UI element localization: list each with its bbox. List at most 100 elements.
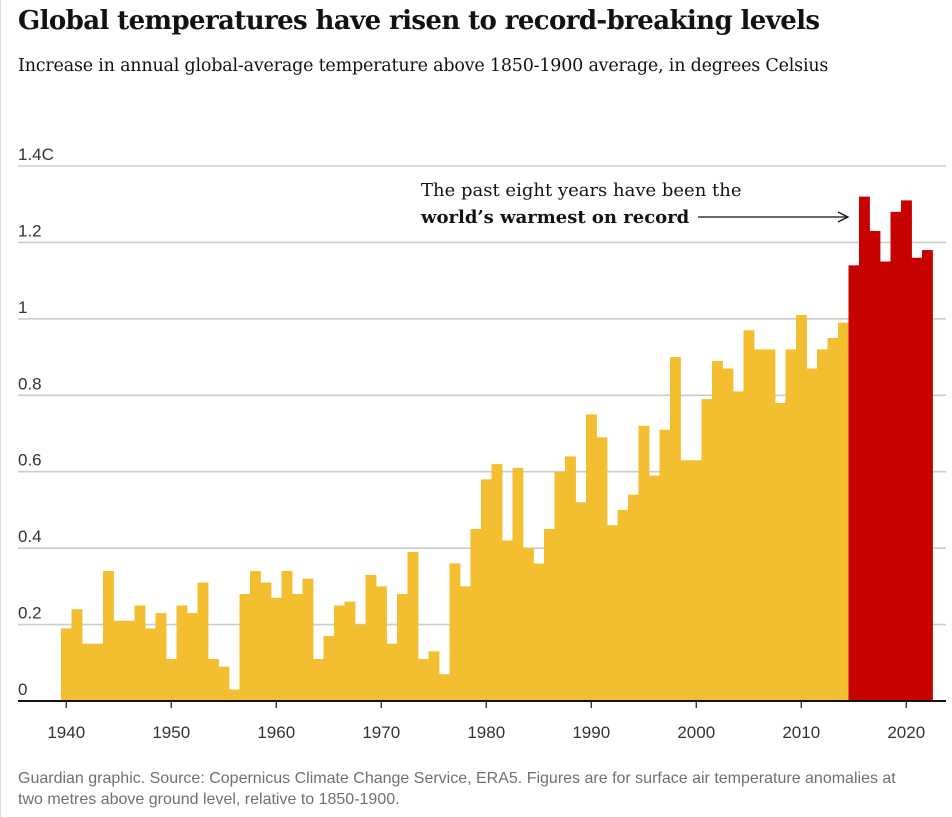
bar-2008 [775, 402, 786, 701]
bar-2022 [922, 250, 933, 702]
bar-1958 [250, 571, 261, 701]
bar-1960 [271, 597, 282, 701]
chart-title: Global temperatures have risen to record… [18, 6, 820, 36]
bar-1969 [365, 574, 377, 701]
bar-1984 [523, 548, 534, 701]
bar-1968 [355, 624, 366, 701]
x-tick-label: 1940 [47, 723, 85, 742]
bar-1981 [491, 464, 503, 701]
record-annotation: The past eight years have been the world… [420, 180, 850, 228]
bar-1999 [680, 460, 692, 701]
bar-1970 [376, 586, 387, 701]
bar-2002 [712, 360, 723, 701]
bar-1978 [460, 586, 471, 701]
bar-2001 [701, 399, 713, 701]
chart-subtitle: Increase in annual global-average temper… [18, 56, 829, 76]
y-tick-label: 0.6 [18, 451, 42, 470]
x-tick-label: 2010 [782, 723, 820, 742]
bar-1990 [586, 414, 597, 701]
bar-2017 [869, 230, 881, 701]
bar-1956 [229, 689, 240, 701]
bar-1941 [71, 609, 83, 701]
x-tick-label: 2020 [887, 723, 925, 742]
bar-2009 [785, 349, 797, 701]
bar-1980 [481, 479, 492, 701]
y-tick-label: 0.8 [18, 374, 42, 393]
bar-1971 [386, 643, 398, 701]
bar-1989 [575, 502, 587, 701]
bar-1975 [428, 651, 440, 701]
bar-2007 [764, 349, 776, 701]
bar-1961 [281, 571, 293, 701]
bar-1976 [439, 674, 450, 701]
bar-1982 [502, 540, 513, 701]
bar-2006 [754, 349, 765, 701]
bar-2014 [838, 322, 849, 701]
annotation-line-1: The past eight years have been the [421, 180, 742, 201]
y-tick-label: 1.2 [18, 221, 42, 240]
bar-2015 [848, 265, 860, 701]
bar-1953 [197, 582, 209, 701]
bar-1967 [344, 601, 356, 701]
bar-1946 [124, 620, 135, 701]
bar-1943 [92, 643, 104, 701]
bar-1979 [470, 529, 482, 701]
bar-2010 [796, 315, 807, 701]
bar-2000 [691, 460, 702, 701]
bar-1974 [418, 658, 429, 701]
bar-1965 [323, 636, 335, 701]
bar-1986 [544, 529, 555, 701]
bar-2004 [733, 391, 744, 701]
x-axis: 1940 1950 1960 1970 1980 1990 2000 2010 2020 [18, 700, 946, 742]
x-tick-label: 1990 [572, 723, 610, 742]
bar-1963 [302, 578, 314, 701]
bar-1998 [670, 357, 681, 701]
x-tick-label: 1960 [257, 723, 295, 742]
bar-1942 [82, 643, 93, 701]
bar-1964 [313, 658, 324, 701]
bar-1993 [617, 509, 629, 701]
bar-2020 [901, 200, 912, 701]
bar-1987 [554, 471, 566, 701]
bar-1957 [239, 594, 251, 701]
y-tick-label: 1.4C [18, 145, 54, 164]
bar-2003 [722, 368, 734, 701]
bars [61, 196, 933, 702]
bar-2013 [827, 337, 839, 701]
bar-1985 [533, 563, 545, 701]
bar-1944 [103, 571, 114, 701]
bar-1954 [208, 658, 219, 701]
bar-1966 [334, 605, 345, 701]
bar-1949 [155, 613, 167, 701]
y-tick-label: 0.4 [18, 527, 42, 546]
bar-2011 [806, 368, 818, 701]
bar-1994 [628, 494, 639, 701]
bar-2012 [817, 349, 828, 701]
bar-1977 [449, 563, 461, 701]
bar-1997 [659, 429, 671, 701]
bar-1951 [176, 605, 188, 701]
y-tick-labels: 0 0.2 0.4 0.6 0.8 1 1.2 1.4C [18, 145, 54, 699]
x-tick-label: 1950 [152, 723, 190, 742]
y-tick-label: 0.2 [18, 604, 42, 623]
bar-1947 [134, 605, 146, 701]
bar-1983 [512, 467, 524, 701]
bar-1952 [187, 613, 198, 701]
bar-2019 [890, 211, 902, 701]
annotation-line-2: world’s warmest on record [420, 207, 690, 228]
source-note: Guardian graphic. Source: Copernicus Cli… [18, 770, 896, 808]
bar-1996 [649, 475, 660, 701]
bar-2005 [743, 330, 755, 701]
bar-1995 [638, 425, 650, 701]
x-tick-label: 2000 [677, 723, 715, 742]
x-tick-label: 1980 [467, 723, 505, 742]
bar-1948 [145, 628, 156, 701]
bar-1991 [596, 437, 608, 701]
bar-2016 [859, 196, 870, 702]
bar-1988 [565, 456, 576, 701]
bar-1959 [260, 582, 272, 701]
y-tick-label: 1 [18, 298, 27, 317]
bar-1945 [113, 620, 125, 701]
